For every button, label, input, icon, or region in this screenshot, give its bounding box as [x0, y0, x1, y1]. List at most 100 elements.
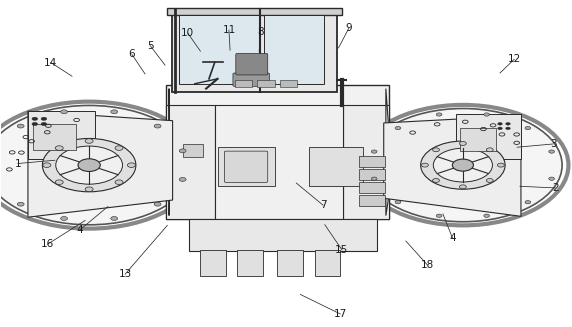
Text: 9: 9 [345, 23, 352, 33]
Circle shape [41, 117, 47, 120]
Circle shape [115, 180, 123, 184]
FancyBboxPatch shape [343, 105, 389, 219]
Circle shape [85, 187, 93, 192]
FancyBboxPatch shape [257, 80, 275, 87]
FancyBboxPatch shape [309, 147, 363, 186]
Circle shape [436, 113, 442, 116]
Text: 4: 4 [76, 225, 83, 235]
Circle shape [549, 177, 554, 180]
Polygon shape [28, 111, 173, 217]
FancyBboxPatch shape [224, 151, 268, 182]
Circle shape [179, 149, 186, 153]
Circle shape [43, 163, 51, 167]
Text: 16: 16 [41, 239, 54, 249]
Text: 11: 11 [223, 25, 236, 35]
FancyBboxPatch shape [359, 182, 385, 193]
FancyBboxPatch shape [237, 250, 263, 276]
Text: 14: 14 [44, 58, 58, 68]
FancyBboxPatch shape [455, 114, 521, 159]
Circle shape [32, 122, 38, 126]
Circle shape [498, 163, 505, 167]
Text: 4: 4 [449, 233, 456, 243]
Circle shape [32, 117, 38, 120]
Circle shape [154, 202, 161, 206]
FancyBboxPatch shape [277, 250, 303, 276]
FancyBboxPatch shape [28, 111, 95, 159]
FancyBboxPatch shape [359, 196, 385, 206]
Circle shape [17, 124, 24, 128]
FancyBboxPatch shape [183, 144, 203, 157]
Polygon shape [384, 116, 521, 216]
FancyBboxPatch shape [280, 80, 297, 87]
Circle shape [484, 214, 490, 217]
Circle shape [55, 146, 122, 184]
Circle shape [420, 141, 505, 189]
Circle shape [506, 127, 510, 130]
Circle shape [371, 177, 377, 180]
FancyBboxPatch shape [200, 250, 226, 276]
Circle shape [525, 127, 531, 130]
FancyBboxPatch shape [315, 250, 340, 276]
Circle shape [422, 163, 428, 167]
Circle shape [0, 105, 194, 225]
Circle shape [484, 113, 490, 116]
Text: 2: 2 [552, 183, 559, 193]
FancyBboxPatch shape [214, 105, 343, 219]
Text: 6: 6 [129, 49, 135, 60]
Text: 18: 18 [421, 260, 434, 270]
FancyBboxPatch shape [189, 219, 378, 251]
FancyBboxPatch shape [33, 124, 76, 150]
Text: 5: 5 [147, 41, 153, 51]
Circle shape [115, 146, 123, 150]
Circle shape [486, 148, 493, 152]
Circle shape [111, 110, 118, 114]
Circle shape [498, 127, 502, 130]
Circle shape [549, 150, 554, 153]
FancyBboxPatch shape [236, 53, 268, 75]
FancyBboxPatch shape [166, 105, 214, 219]
Circle shape [498, 123, 502, 125]
FancyBboxPatch shape [359, 156, 385, 167]
Polygon shape [386, 89, 389, 215]
Circle shape [78, 159, 100, 171]
Circle shape [128, 163, 136, 167]
Text: 7: 7 [320, 200, 327, 210]
Circle shape [436, 214, 442, 217]
FancyBboxPatch shape [359, 169, 385, 180]
Circle shape [154, 124, 161, 128]
Text: 13: 13 [118, 269, 132, 279]
Circle shape [434, 148, 492, 182]
Text: 15: 15 [335, 245, 348, 255]
Circle shape [364, 109, 562, 222]
Text: 8: 8 [257, 26, 264, 37]
Circle shape [42, 138, 136, 192]
Text: 12: 12 [507, 54, 521, 64]
Circle shape [55, 180, 63, 184]
FancyBboxPatch shape [217, 147, 275, 186]
FancyBboxPatch shape [172, 9, 337, 92]
FancyBboxPatch shape [166, 85, 389, 219]
Circle shape [459, 142, 466, 146]
Circle shape [85, 139, 93, 143]
Circle shape [41, 122, 47, 126]
Circle shape [432, 148, 439, 152]
Text: 1: 1 [14, 159, 21, 168]
FancyBboxPatch shape [168, 8, 342, 15]
FancyBboxPatch shape [460, 129, 496, 151]
Circle shape [111, 216, 118, 220]
Circle shape [459, 185, 466, 189]
Text: 10: 10 [181, 28, 194, 38]
FancyBboxPatch shape [233, 73, 269, 86]
Circle shape [525, 200, 531, 204]
Text: 3: 3 [550, 139, 557, 149]
Circle shape [486, 179, 493, 182]
Circle shape [55, 146, 63, 150]
Circle shape [61, 216, 67, 220]
FancyBboxPatch shape [178, 15, 259, 84]
Circle shape [506, 123, 510, 125]
Circle shape [395, 200, 401, 204]
Circle shape [17, 202, 24, 206]
Circle shape [432, 179, 439, 182]
Circle shape [452, 159, 474, 171]
Circle shape [371, 150, 377, 153]
